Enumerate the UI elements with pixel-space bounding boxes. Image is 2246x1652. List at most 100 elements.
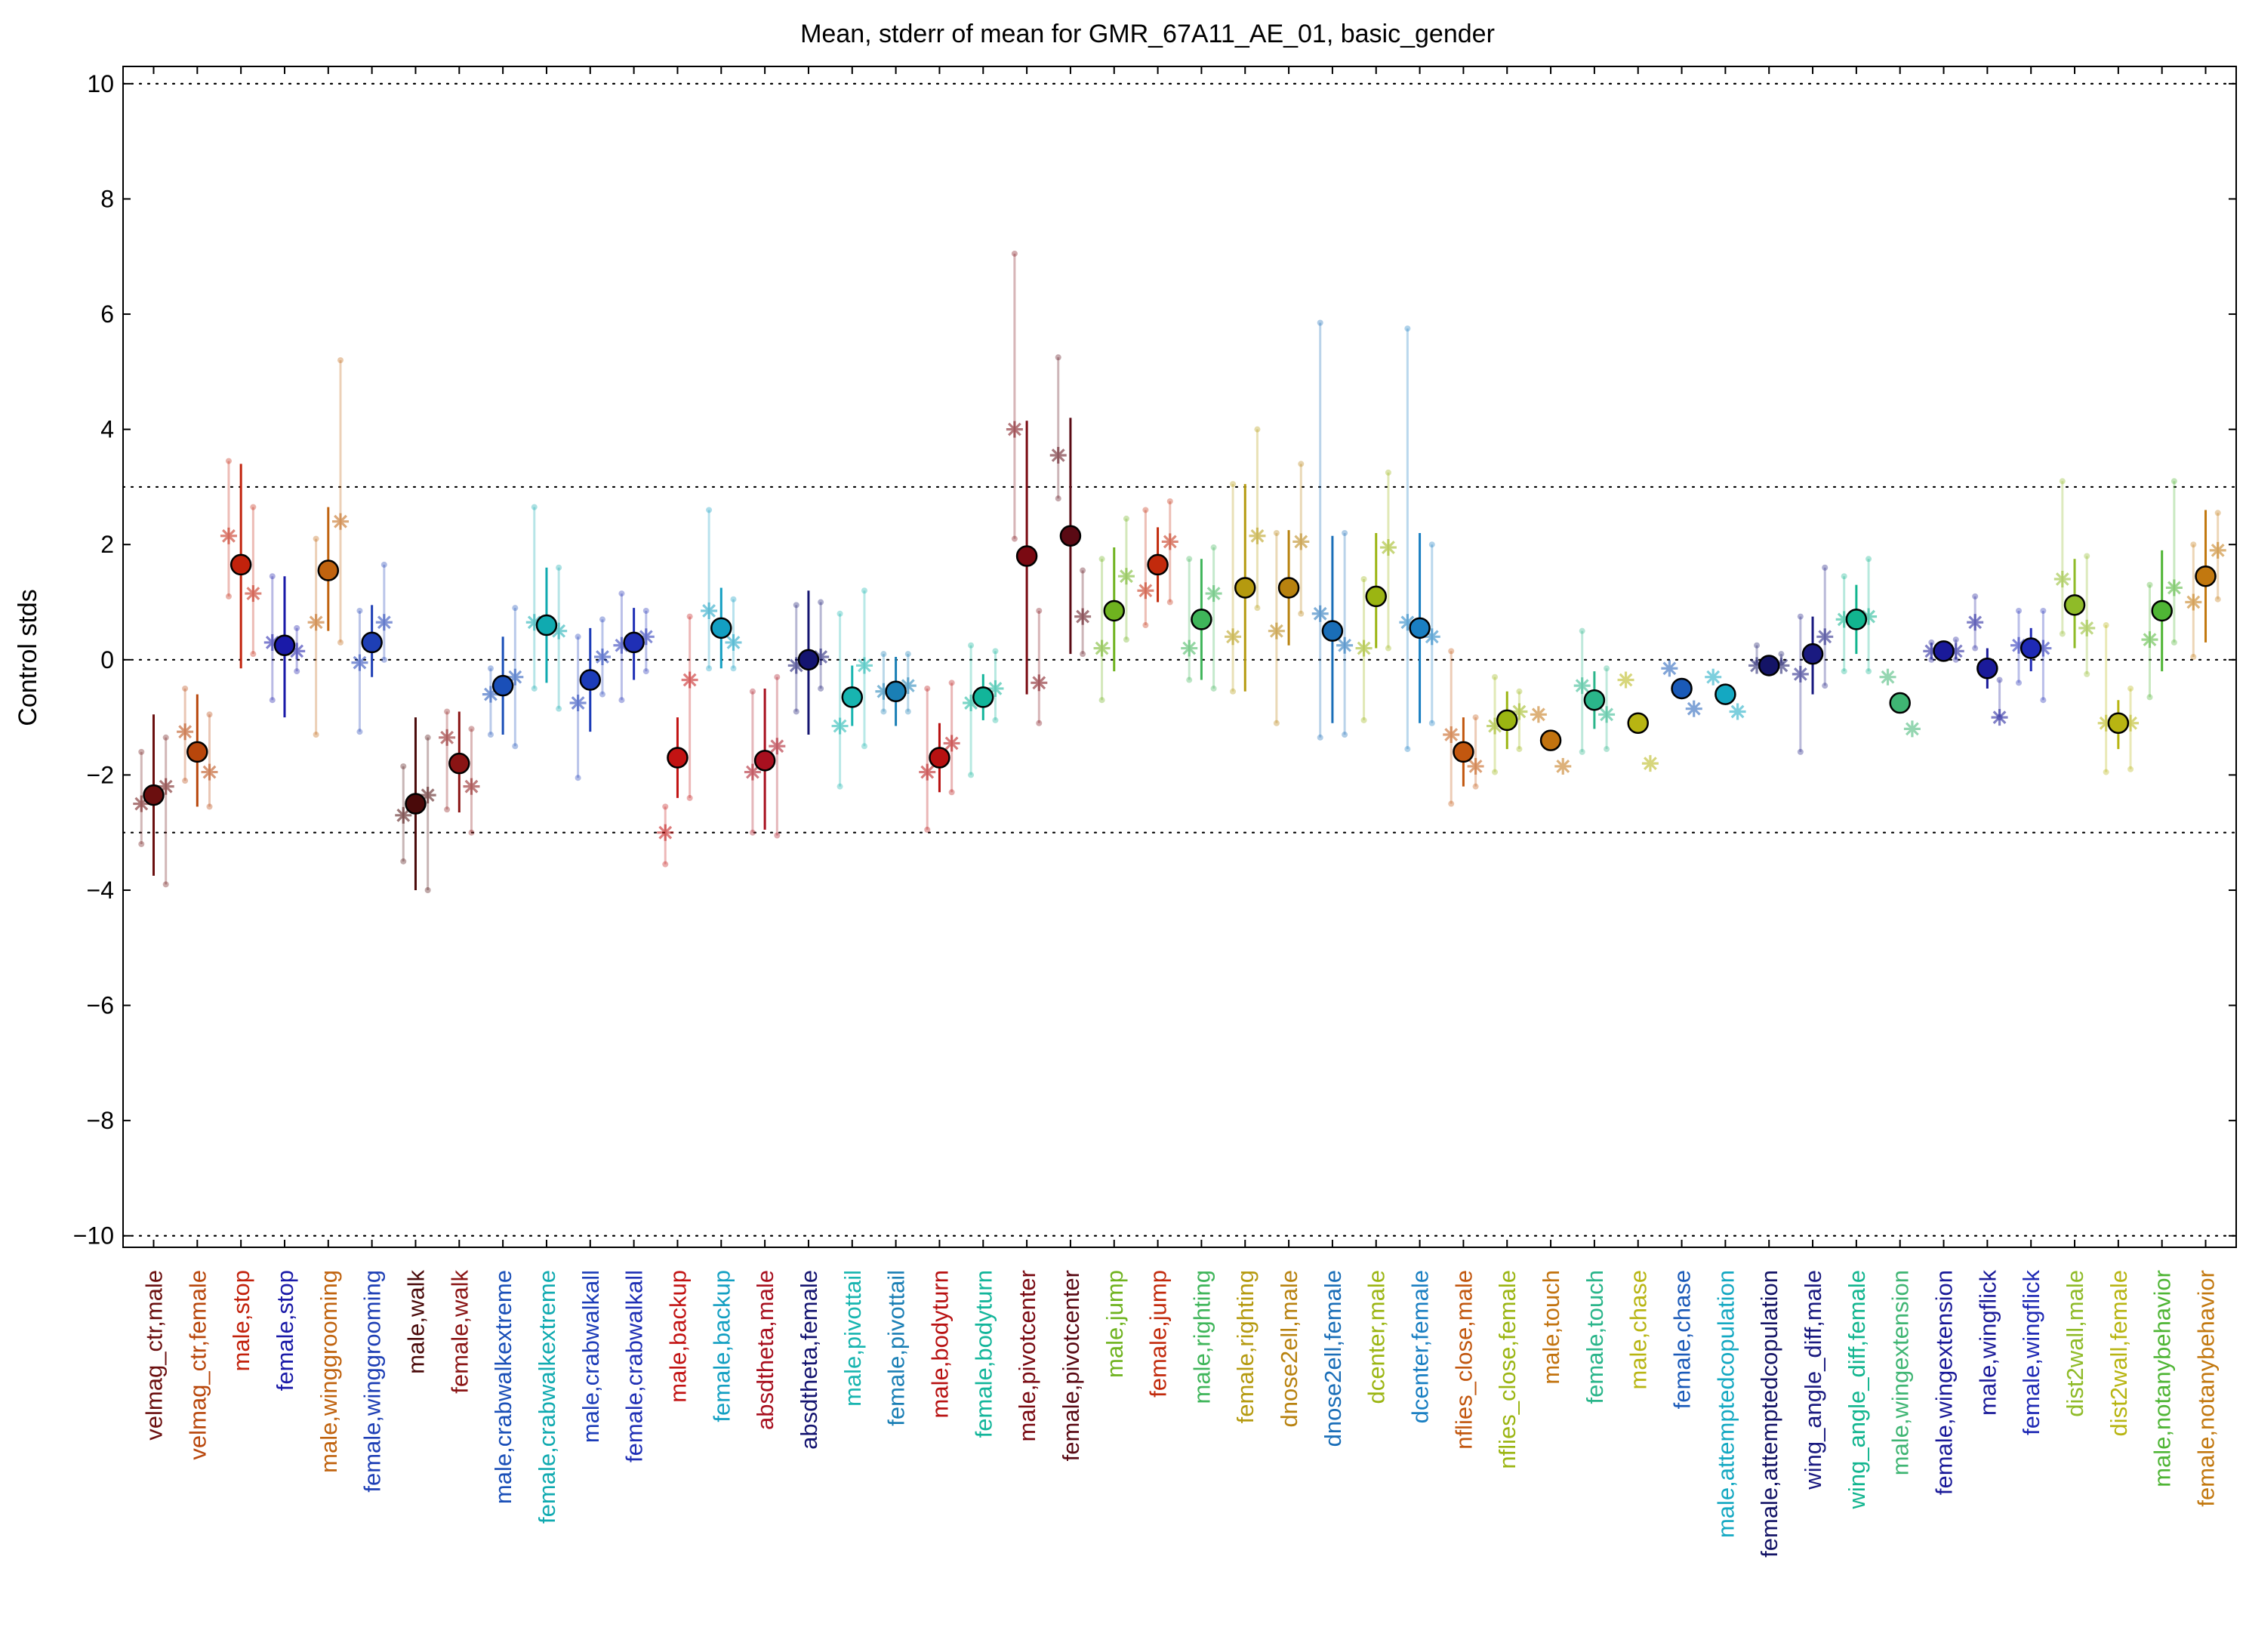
- reference-lines: [122, 82, 2238, 1237]
- x-tick-label: male,notanybehavior: [2149, 1270, 2176, 1487]
- group-point: [2084, 670, 2090, 677]
- group-mean-star: [1161, 533, 1178, 550]
- x-tick-label: dist2wall,female: [2106, 1270, 2132, 1437]
- group-point: [1342, 529, 1348, 536]
- group-point: [992, 648, 999, 655]
- group-point: [531, 685, 538, 692]
- group-point: [618, 697, 625, 704]
- group-point: [225, 593, 232, 599]
- group-mean-star: [1137, 582, 1154, 599]
- group-point: [774, 673, 781, 680]
- group-point: [1186, 677, 1193, 683]
- group-mean-star: [1049, 446, 1067, 464]
- x-tick-label: female,backup: [708, 1270, 735, 1422]
- group-mean-star: [569, 695, 587, 712]
- x-axis-labels: velmag_ctr,male velmag_ctr,female male,sto…: [140, 1270, 2219, 1558]
- mean-point: [841, 686, 864, 708]
- category-marks: [1617, 671, 1659, 772]
- category-marks: [177, 685, 218, 810]
- group-point: [924, 685, 931, 692]
- group-mean-star: [1006, 421, 1023, 438]
- category-marks: [875, 651, 917, 726]
- group-point: [400, 763, 407, 769]
- group-mean-star: [1249, 527, 1266, 544]
- group-point: [444, 708, 451, 715]
- group-point: [1166, 599, 1173, 606]
- group-mean-star: [1792, 665, 1809, 683]
- x-tick-label: male,chase: [1625, 1270, 1652, 1390]
- group-point: [294, 668, 300, 675]
- group-point: [2127, 766, 2134, 772]
- group-point: [706, 507, 713, 513]
- group-point: [380, 561, 387, 568]
- group-point: [1055, 495, 1061, 502]
- y-tick-label: 10: [87, 70, 114, 97]
- group-point: [1754, 642, 1761, 649]
- x-tick-label: absdtheta,female: [796, 1270, 822, 1450]
- group-mean-star: [1991, 709, 2008, 726]
- category-marks: [2010, 607, 2052, 704]
- group-point: [225, 458, 232, 464]
- group-mean-star: [351, 654, 368, 671]
- x-tick-label: velmag_ctr,female: [184, 1270, 211, 1460]
- group-point: [356, 729, 363, 735]
- group-point: [1273, 720, 1280, 726]
- group-point: [924, 826, 931, 833]
- x-tick-label: dcenter,male: [1363, 1270, 1390, 1404]
- x-tick-label: wing_angle_diff,female: [1844, 1270, 1870, 1510]
- data-marks: [133, 250, 2226, 893]
- y-tick-label: 4: [100, 416, 114, 443]
- group-point: [1385, 469, 1391, 476]
- y-axis-ticks: 10 8 6 4 2 0 −2 −4 −6 −8 −10: [73, 70, 2236, 1250]
- plot-frame: [122, 66, 2237, 1248]
- category-marks: [1967, 593, 2008, 726]
- group-point: [444, 806, 451, 813]
- group-point: [2127, 685, 2134, 692]
- group-mean-star: [1816, 628, 1834, 646]
- x-tick-label: female,wingextension: [1931, 1270, 1958, 1495]
- group-point: [880, 651, 887, 658]
- group-point: [2059, 478, 2066, 485]
- group-point: [1516, 688, 1523, 695]
- group-mean-star: [899, 677, 917, 695]
- group-point: [880, 708, 887, 715]
- x-tick-label: male,touch: [1538, 1270, 1564, 1385]
- x-tick-label: male,crabwalkextreme: [490, 1270, 516, 1504]
- group-mean-star: [245, 585, 262, 603]
- x-tick-label: dnose2ell,female: [1320, 1270, 1346, 1447]
- category-marks: [351, 561, 393, 735]
- group-point: [1036, 720, 1043, 726]
- group-mean-star: [1967, 614, 1984, 631]
- x-tick-label: female,crabwalkextreme: [534, 1270, 560, 1524]
- group-point: [182, 685, 189, 692]
- group-mean-star: [439, 729, 456, 746]
- group-point: [861, 587, 867, 594]
- group-mean-star: [2141, 631, 2158, 649]
- group-point: [1778, 651, 1785, 658]
- group-point: [968, 642, 975, 649]
- group-point: [162, 881, 169, 888]
- group-point: [294, 624, 300, 631]
- mean-point: [1976, 658, 1998, 680]
- group-point: [730, 596, 737, 603]
- x-tick-label: dcenter,female: [1407, 1270, 1434, 1423]
- mean-point: [1409, 617, 1431, 640]
- group-point: [1604, 665, 1610, 672]
- group-point: [337, 639, 344, 646]
- category-marks: [1093, 515, 1135, 704]
- x-tick-label: female,pivotcenter: [1058, 1270, 1084, 1461]
- group-point: [269, 697, 276, 704]
- group-point: [1579, 627, 1585, 634]
- group-mean-star: [1685, 700, 1702, 717]
- group-point: [774, 832, 781, 839]
- x-tick-label: male,righting: [1188, 1270, 1215, 1404]
- y-tick-label: 8: [100, 185, 114, 212]
- mean-point: [1933, 640, 1955, 662]
- group-mean-star: [1225, 628, 1242, 646]
- x-tick-label: female,stop: [272, 1270, 298, 1391]
- category-marks: [1399, 325, 1440, 753]
- group-point: [1080, 651, 1086, 658]
- mean-point: [667, 747, 689, 769]
- group-point: [2016, 607, 2023, 614]
- group-point: [337, 357, 344, 364]
